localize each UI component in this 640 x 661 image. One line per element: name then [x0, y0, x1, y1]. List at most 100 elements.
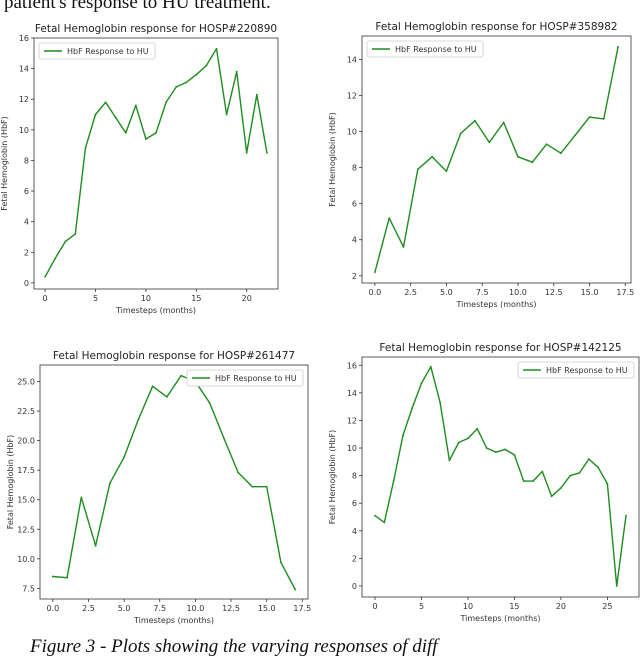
- data-point: [104, 101, 107, 104]
- legend-label: HbF Response to HU: [215, 374, 297, 383]
- data-point: [504, 448, 507, 451]
- data-point: [195, 73, 198, 76]
- x-tick-label: 20: [242, 294, 252, 303]
- data-point: [208, 401, 211, 404]
- data-point: [44, 275, 46, 278]
- x-tick-label: 17.5: [616, 288, 634, 297]
- x-tick-label: 25: [602, 602, 612, 611]
- x-tick-label: 5: [419, 602, 424, 611]
- data-point: [559, 152, 562, 155]
- chart-panel-3: Fetal Hemoglobin response for HOSP#26147…: [6, 350, 311, 625]
- data-point: [80, 496, 83, 499]
- y-tick-label: 8: [352, 472, 357, 481]
- data-point: [513, 454, 516, 456]
- data-point: [485, 447, 488, 449]
- data-point: [448, 459, 451, 462]
- data-point: [94, 113, 97, 116]
- y-tick-label: 4: [24, 218, 29, 227]
- data-point: [474, 119, 476, 122]
- data-point: [401, 434, 404, 437]
- x-axis-label: Timesteps (months): [460, 614, 541, 623]
- plot-frame: [361, 35, 632, 284]
- x-tick-label: 5.0: [118, 604, 131, 613]
- data-point: [411, 407, 414, 409]
- y-tick-label: 4: [352, 527, 357, 536]
- y-tick-label: 8: [352, 164, 357, 173]
- data-point: [420, 382, 423, 385]
- chart-panel-4: Fetal Hemoglobin response for HOSP#14212…: [328, 342, 640, 623]
- data-point: [205, 64, 208, 67]
- data-point: [124, 131, 127, 134]
- data-point: [165, 101, 167, 104]
- y-tick-label: 14: [19, 65, 29, 74]
- data-point: [225, 113, 228, 116]
- data-point: [550, 495, 553, 498]
- x-tick-label: 0.0: [46, 604, 59, 613]
- y-tick-label: 0: [352, 582, 357, 591]
- data-point: [374, 514, 376, 517]
- y-tick-label: 14: [347, 389, 357, 398]
- data-point: [467, 437, 469, 440]
- plot-frame: [33, 37, 279, 290]
- data-point: [134, 104, 137, 107]
- x-tick-label: 12.5: [545, 288, 563, 297]
- data-point: [587, 458, 590, 460]
- chart-title: Fetal Hemoglobin response for HOSP#22089…: [35, 23, 277, 35]
- data-point: [416, 168, 419, 171]
- legend-label: HbF Response to HU: [395, 45, 477, 54]
- x-tick-label: 0.0: [369, 288, 382, 297]
- data-point: [294, 588, 297, 591]
- data-point: [439, 401, 441, 404]
- data-point: [606, 482, 609, 485]
- data-point: [476, 427, 479, 430]
- data-point: [165, 396, 168, 398]
- y-tick-label: 12: [19, 95, 29, 104]
- x-axis-label: Timesteps (months): [115, 306, 196, 315]
- y-axis-label: Fetal Hemoglobin (HbF): [6, 435, 15, 530]
- x-tick-label: 7.5: [153, 604, 166, 613]
- top-caption: patient's response to HU treatment.: [4, 0, 271, 13]
- data-point: [155, 131, 157, 134]
- data-point: [402, 246, 405, 248]
- y-tick-label: 0: [24, 279, 29, 288]
- y-tick-label: 22.5: [17, 407, 35, 416]
- y-tick-label: 25.0: [17, 378, 35, 387]
- y-tick-label: 2: [24, 248, 29, 257]
- data-point: [255, 93, 258, 96]
- y-tick-label: 12: [347, 91, 357, 100]
- y-tick-label: 12.5: [17, 525, 35, 534]
- x-tick-label: 15: [509, 602, 519, 611]
- y-tick-label: 14: [347, 55, 357, 64]
- data-point: [517, 155, 519, 158]
- legend-label: HbF Response to HU: [67, 47, 149, 56]
- series-line: [44, 48, 268, 278]
- y-tick-label: 6: [24, 187, 29, 196]
- y-axis-label: Fetal Hemoglobin (HbF): [0, 116, 9, 211]
- data-point: [66, 576, 68, 579]
- data-point: [459, 132, 462, 135]
- y-tick-label: 6: [352, 499, 357, 508]
- data-point: [560, 487, 562, 489]
- data-point: [494, 451, 497, 454]
- series-line: [374, 46, 619, 273]
- x-tick-label: 15: [191, 294, 201, 303]
- y-tick-label: 12: [347, 416, 357, 425]
- data-point: [625, 514, 627, 517]
- legend-box: [186, 369, 304, 387]
- data-point: [265, 485, 268, 488]
- data-point: [392, 480, 395, 483]
- data-point: [180, 374, 183, 377]
- x-tick-label: 5: [93, 294, 98, 303]
- data-point: [502, 121, 505, 124]
- data-point: [94, 544, 97, 547]
- series-line: [374, 366, 627, 587]
- data-point: [245, 151, 248, 154]
- data-point: [175, 86, 178, 88]
- x-tick-label: 10.0: [186, 604, 204, 613]
- data-point: [145, 138, 147, 140]
- data-point: [237, 471, 240, 474]
- x-tick-label: 5.0: [440, 288, 453, 297]
- x-tick-label: 2.5: [82, 604, 95, 613]
- x-tick-label: 0: [43, 294, 48, 303]
